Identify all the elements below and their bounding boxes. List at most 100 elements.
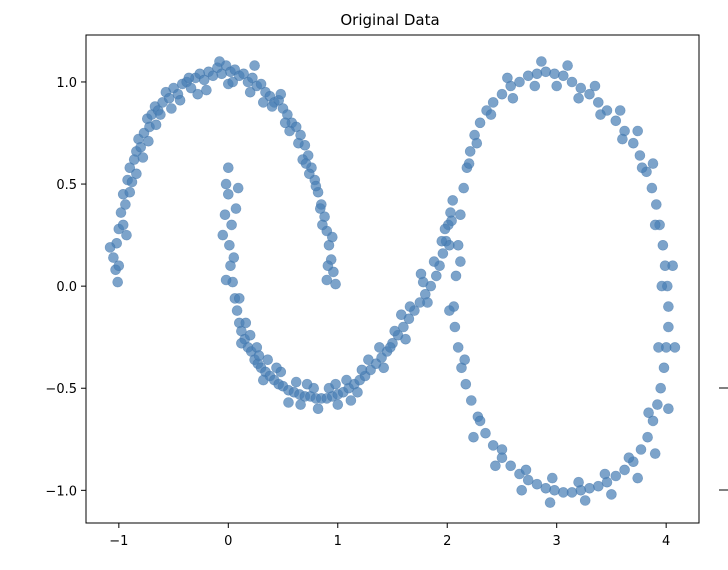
data-point <box>471 137 483 149</box>
data-point <box>562 60 573 71</box>
data-point <box>627 137 639 149</box>
data-point <box>283 397 294 408</box>
x-tick-label: 1 <box>334 534 342 549</box>
x-tick-label: −1 <box>109 534 128 549</box>
data-point <box>257 374 269 386</box>
data-point <box>459 354 471 366</box>
data-point <box>455 256 466 267</box>
data-point <box>632 125 644 137</box>
data-point <box>610 470 622 482</box>
data-point <box>284 125 295 137</box>
data-point <box>314 203 326 214</box>
data-point <box>356 364 368 376</box>
data-point <box>465 395 477 406</box>
data-point <box>437 248 449 259</box>
data-point <box>540 482 552 494</box>
data-point <box>227 76 238 88</box>
data-point <box>595 109 606 120</box>
data-point <box>231 305 243 316</box>
data-point <box>124 162 136 173</box>
data-point <box>514 76 525 88</box>
data-point <box>279 117 291 129</box>
data-point <box>652 399 663 410</box>
data-point <box>566 76 578 88</box>
data-point <box>214 56 225 67</box>
data-point <box>126 176 138 188</box>
data-point <box>223 189 234 200</box>
data-point <box>341 374 352 386</box>
data-point <box>450 270 462 282</box>
data-point <box>520 464 532 476</box>
data-point <box>610 115 622 127</box>
data-point <box>531 68 543 80</box>
data-point <box>447 195 459 206</box>
data-point <box>614 105 626 116</box>
data-point <box>647 158 659 169</box>
data-point <box>455 209 466 220</box>
data-point <box>490 460 501 472</box>
data-point <box>551 80 563 92</box>
data-point <box>244 86 256 98</box>
data-point <box>529 80 541 92</box>
data-point <box>395 309 407 321</box>
data-point <box>474 117 486 129</box>
data-point <box>653 342 664 353</box>
data-point <box>249 60 260 71</box>
data-point <box>592 480 604 492</box>
data-point <box>557 70 569 82</box>
data-point <box>255 78 267 90</box>
data-point <box>363 354 374 366</box>
data-point <box>573 93 584 104</box>
data-point <box>549 484 560 496</box>
data-point <box>226 219 237 231</box>
data-point <box>642 431 653 443</box>
data-point <box>619 464 630 476</box>
data-point <box>667 260 679 272</box>
data-point <box>623 452 635 464</box>
data-point <box>295 399 306 410</box>
data-point <box>656 280 668 292</box>
data-point <box>220 178 232 190</box>
data-point <box>150 119 162 131</box>
data-point <box>271 362 282 374</box>
data-point <box>330 278 341 290</box>
data-point <box>290 376 302 388</box>
data-point <box>217 229 229 241</box>
data-point <box>655 382 667 394</box>
data-point <box>452 240 464 251</box>
data-point <box>201 84 212 96</box>
data-point <box>300 158 312 169</box>
chart-title: Original Data <box>340 11 439 29</box>
data-point <box>303 168 315 180</box>
data-point <box>389 325 401 337</box>
data-point <box>330 378 341 390</box>
data-point <box>430 270 442 282</box>
plot-frame <box>85 34 700 524</box>
data-point <box>573 476 584 488</box>
data-point <box>549 68 560 80</box>
data-point <box>617 133 628 145</box>
data-point <box>487 440 499 451</box>
x-tick-label: 4 <box>662 534 670 549</box>
data-point <box>230 203 242 214</box>
y-tick-label: −0.5 <box>45 382 77 397</box>
data-point <box>575 82 587 94</box>
data-point <box>546 472 558 484</box>
data-point <box>322 260 334 272</box>
data-point <box>516 484 528 496</box>
data-point <box>174 95 186 106</box>
data-point <box>487 97 499 108</box>
data-point <box>436 235 448 247</box>
data-point <box>223 162 234 173</box>
data-point <box>649 219 661 231</box>
data-point <box>449 321 461 333</box>
data-point <box>238 68 249 80</box>
data-point <box>505 460 517 472</box>
data-point <box>185 82 197 94</box>
data-point <box>115 207 127 218</box>
data-point <box>540 66 552 78</box>
data-point <box>649 448 661 459</box>
data-point <box>234 293 245 304</box>
data-point <box>228 252 240 263</box>
data-point <box>321 274 333 286</box>
